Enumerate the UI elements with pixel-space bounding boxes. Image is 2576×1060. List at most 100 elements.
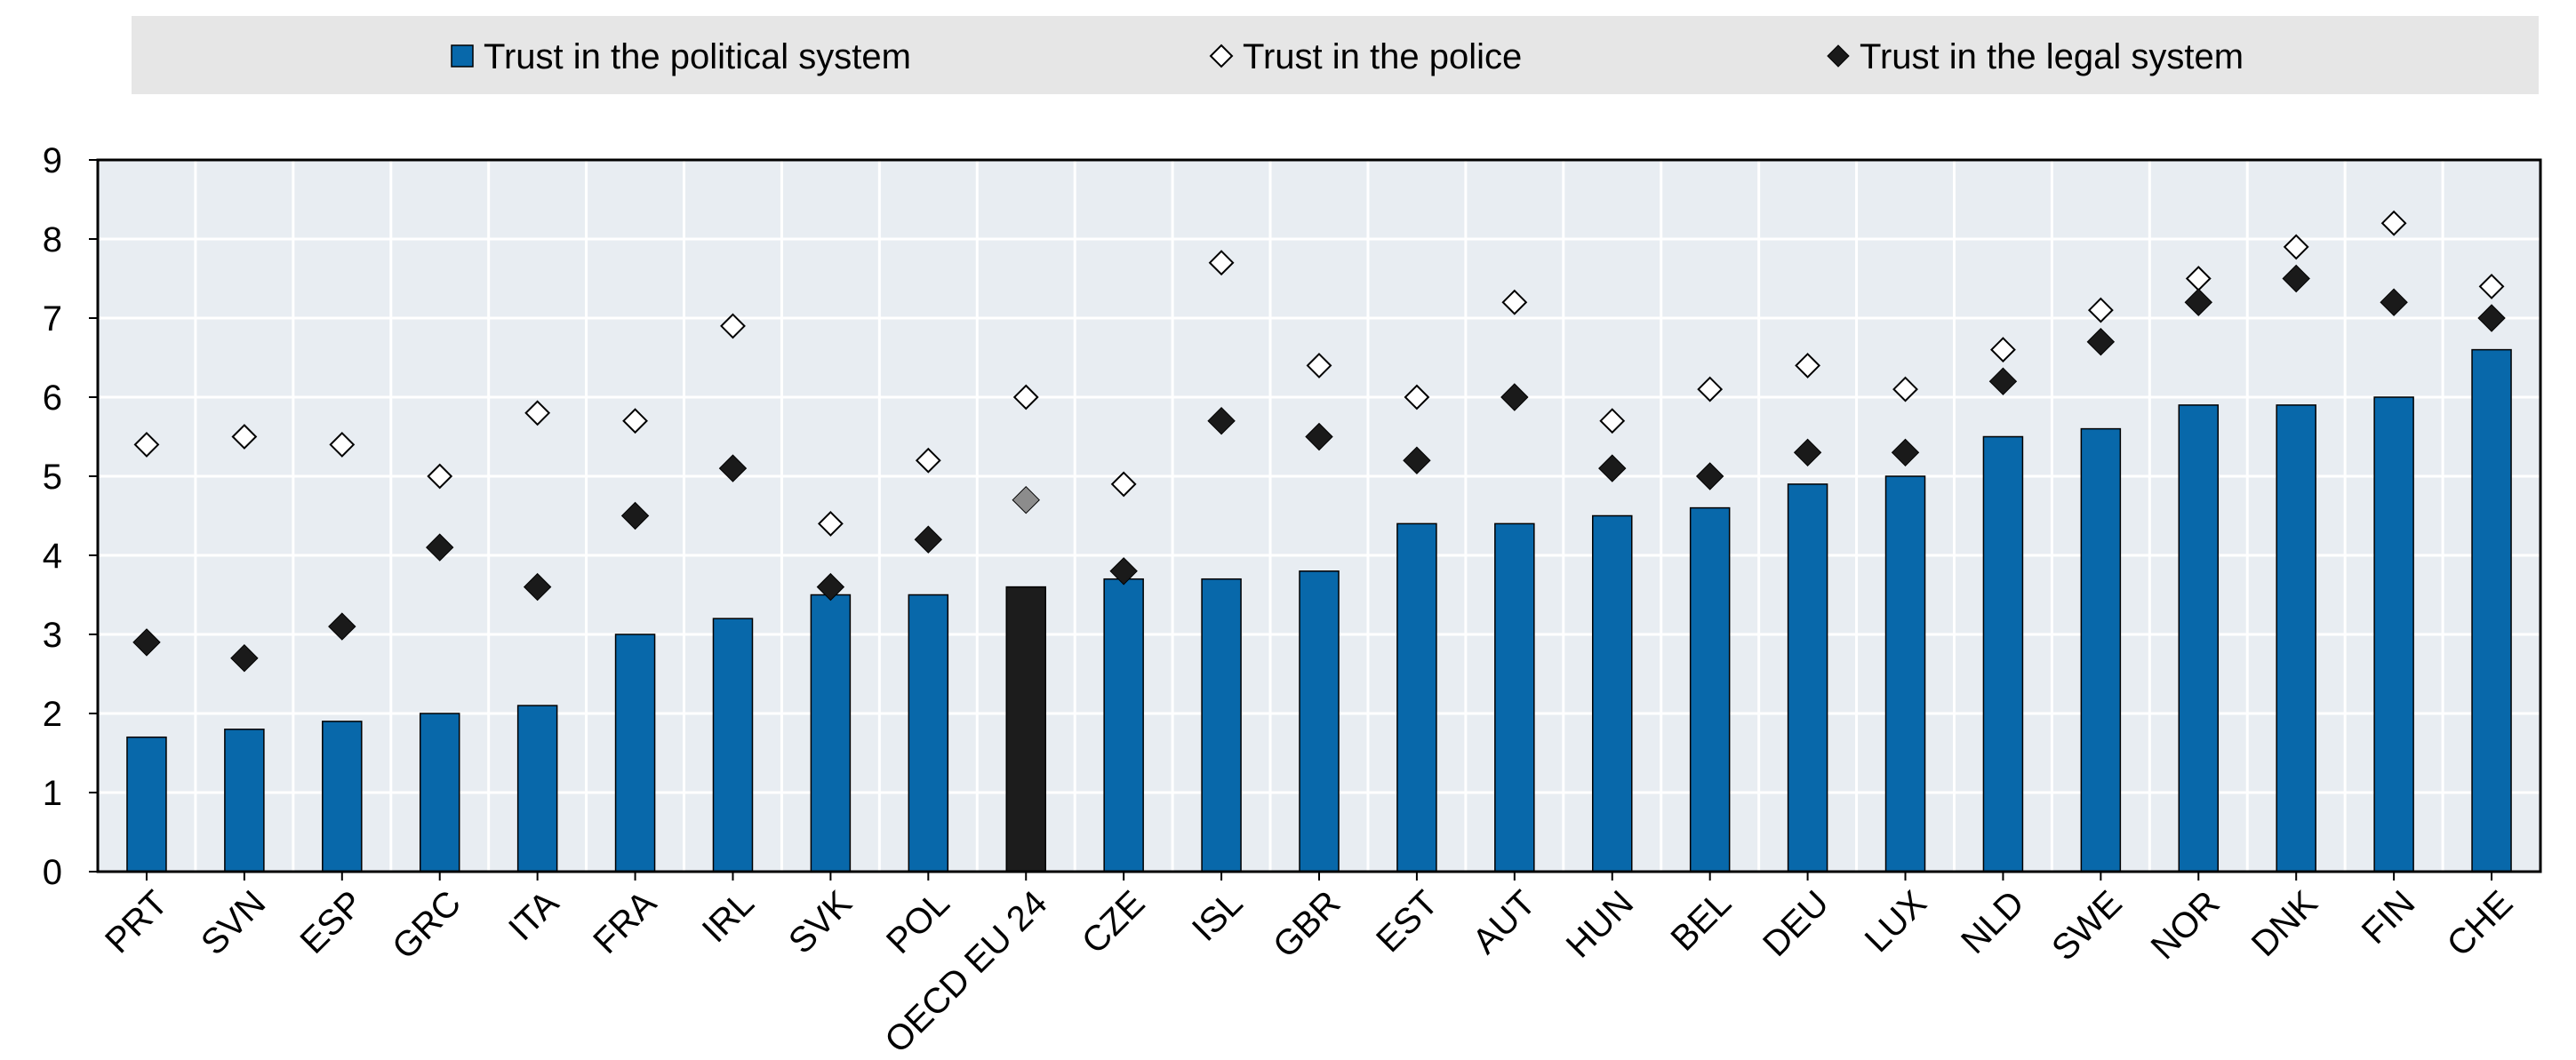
legend-background — [132, 16, 2539, 94]
legend-swatch-trust-in-the-political-system — [451, 44, 474, 68]
marker-trust-in-the-police-fra — [622, 408, 648, 434]
marker-trust-in-the-police-prt — [133, 431, 160, 458]
x-tick-label-lux: LUX — [1858, 883, 1934, 960]
bar-isl — [1201, 578, 1242, 873]
x-tick-label-bel: BEL — [1663, 883, 1739, 959]
marker-trust-in-the-legal-system-ita — [523, 572, 552, 602]
bar-fra — [614, 634, 656, 873]
x-tick-label-che: CHE — [2440, 883, 2521, 964]
bar-ita — [516, 705, 558, 873]
x-tick-label-dnk: DNK — [2244, 883, 2325, 964]
y-tick-label-9: 9 — [43, 141, 62, 180]
marker-trust-in-the-police-pol — [915, 447, 941, 474]
x-tick-label-svk: SVK — [781, 883, 860, 961]
legend-swatch-trust-in-the-police — [1209, 44, 1234, 68]
marker-trust-in-the-legal-system-grc — [426, 533, 454, 562]
x-tick-label-swe: SWE — [2044, 883, 2130, 968]
x-tick-label-esp: ESP — [292, 883, 371, 961]
y-tick-label-2: 2 — [43, 695, 62, 734]
marker-trust-in-the-police-lux — [1892, 376, 1918, 402]
marker-trust-in-the-police-fin — [2380, 210, 2407, 236]
bar-che — [2471, 348, 2512, 873]
marker-trust-in-the-police-svk — [817, 510, 844, 537]
marker-trust-in-the-legal-system-fin — [2380, 288, 2408, 316]
x-tick-label-ita: ITA — [501, 883, 566, 948]
bar-lux — [1884, 475, 1926, 873]
bar-dnk — [2276, 404, 2316, 873]
x-tick-label-grc: GRC — [385, 883, 468, 967]
x-tick-label-svn: SVN — [194, 883, 273, 962]
marker-trust-in-the-legal-system-fra — [620, 501, 650, 530]
x-tick-label-nld: NLD — [1954, 883, 2032, 961]
legend-label-trust-in-the-legal-system: Trust in the legal system — [1860, 37, 2244, 76]
bar-est — [1396, 522, 1437, 873]
marker-trust-in-the-legal-system-deu — [1793, 438, 1822, 467]
bar-bel — [1689, 506, 1731, 873]
x-tick-label-hun: HUN — [1559, 883, 1641, 965]
marker-trust-in-the-legal-system-bel — [1695, 462, 1724, 490]
bar-nor — [2178, 404, 2220, 873]
x-tick-label-fra: FRA — [586, 883, 664, 961]
x-tick-label-deu: DEU — [1756, 883, 1836, 964]
bar-prt — [126, 736, 167, 873]
marker-trust-in-the-legal-system-oecd-eu-24 — [1012, 485, 1040, 514]
marker-trust-in-the-legal-system-irl — [718, 454, 748, 482]
marker-trust-in-the-police-gbr — [1306, 352, 1332, 379]
y-tick-label-3: 3 — [43, 616, 62, 655]
legend: Trust in the political system Trust in th… — [132, 16, 2539, 94]
marker-trust-in-the-legal-system-est — [1403, 446, 1431, 474]
marker-trust-in-the-police-grc — [427, 463, 453, 490]
y-tick-label-0: 0 — [43, 853, 62, 892]
bar-svn — [224, 729, 265, 873]
bar-aut — [1494, 522, 1535, 873]
marker-trust-in-the-legal-system-gbr — [1305, 422, 1333, 451]
x-tick-label-pol: POL — [879, 883, 957, 961]
x-tick-label-prt: PRT — [98, 883, 175, 960]
marker-trust-in-the-legal-system-che — [2477, 304, 2506, 332]
bar-fin — [2373, 396, 2414, 873]
y-tick-label-6: 6 — [43, 379, 62, 418]
bar-grc — [419, 713, 460, 873]
x-tick-label-nor: NOR — [2144, 883, 2228, 967]
x-tick-label-irl: IRL — [695, 883, 762, 950]
marker-trust-in-the-police-cze — [1110, 471, 1137, 498]
y-tick-label-5: 5 — [43, 458, 62, 497]
plot-area — [98, 160, 2540, 873]
bar-hun — [1592, 514, 1633, 873]
marker-trust-in-the-legal-system-nor — [2184, 288, 2212, 316]
marker-trust-in-the-police-aut — [1501, 289, 1528, 315]
x-tick-label-cze: CZE — [1075, 883, 1153, 961]
x-tick-label-aut: AUT — [1466, 883, 1544, 961]
bar-pol — [908, 594, 949, 873]
bar-nld — [1982, 435, 2024, 873]
legend-label-trust-in-the-police: Trust in the police — [1243, 37, 1522, 76]
marker-trust-in-the-police-est — [1404, 384, 1430, 410]
bar-cze — [1103, 578, 1144, 873]
bar-deu — [1787, 483, 1828, 873]
marker-trust-in-the-legal-system-isl — [1207, 406, 1236, 435]
bar-svk — [810, 594, 852, 873]
marker-trust-in-the-police-bel — [1697, 376, 1724, 402]
marker-trust-in-the-police-irl — [720, 313, 746, 339]
marker-trust-in-the-police-hun — [1599, 408, 1626, 434]
bar-oecd-eu-24 — [1005, 586, 1046, 873]
marker-trust-in-the-legal-system-cze — [1109, 557, 1138, 586]
marker-trust-in-the-legal-system-aut — [1500, 383, 1529, 411]
marker-trust-in-the-legal-system-esp — [328, 612, 356, 641]
marker-trust-in-the-legal-system-svk — [816, 572, 845, 602]
marker-trust-in-the-police-deu — [1795, 352, 1821, 379]
marker-trust-in-the-police-esp — [329, 431, 356, 458]
marker-trust-in-the-legal-system-hun — [1598, 454, 1627, 482]
legend-swatch-trust-in-the-legal-system — [1827, 44, 1850, 68]
x-tick-label-isl: ISL — [1185, 883, 1251, 949]
x-tick-label-est: EST — [1369, 883, 1445, 960]
bar-gbr — [1299, 570, 1340, 873]
bar-irl — [712, 618, 754, 873]
marker-trust-in-the-legal-system-swe — [2086, 327, 2116, 356]
y-tick-label-7: 7 — [43, 299, 62, 339]
marker-trust-in-the-legal-system-svn — [230, 643, 259, 673]
legend-label-trust-in-the-political-system: Trust in the political system — [484, 37, 911, 76]
y-tick-label-4: 4 — [43, 537, 62, 576]
marker-trust-in-the-police-swe — [2087, 297, 2114, 323]
